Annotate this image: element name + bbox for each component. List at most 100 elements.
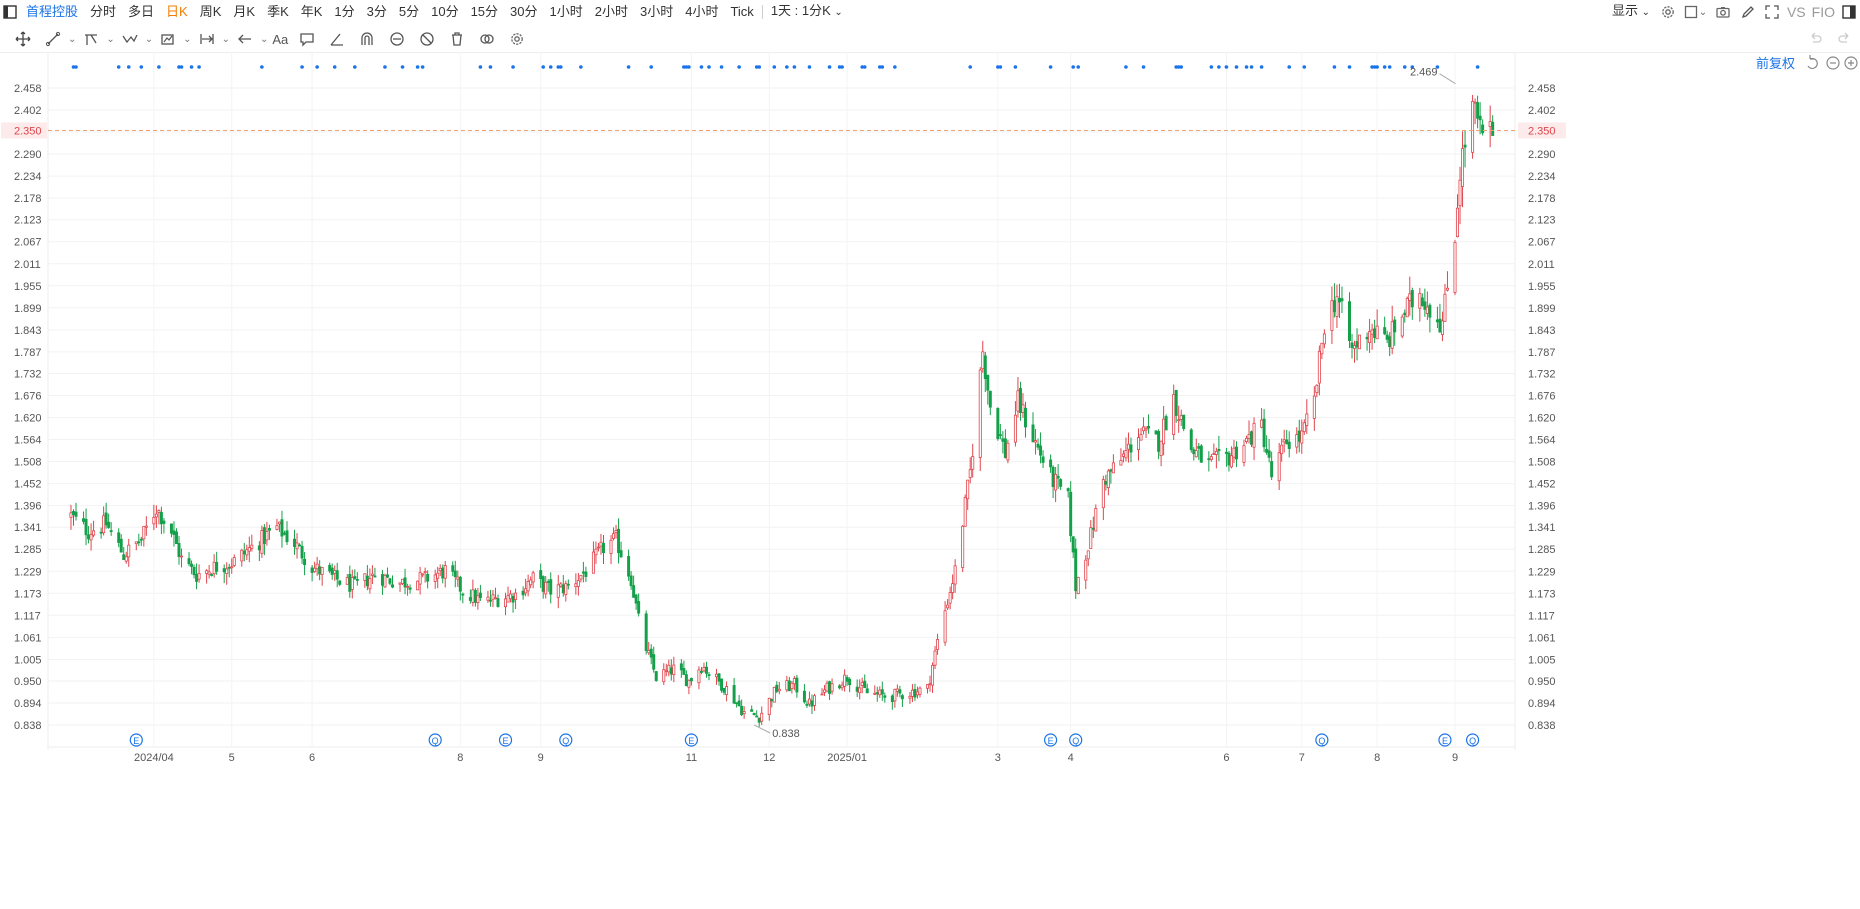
- candle-body: [398, 582, 402, 585]
- candle-up: [102, 506, 106, 536]
- lock-drawing-icon[interactable]: [382, 27, 412, 51]
- candle-down: [880, 681, 884, 701]
- candle-down: [1154, 430, 1158, 435]
- candle-body: [1039, 445, 1043, 456]
- candle-body: [1227, 452, 1231, 466]
- tab-1小时[interactable]: 1小时: [549, 4, 583, 19]
- candle-body: [926, 684, 930, 689]
- fullscreen-icon[interactable]: [1760, 0, 1784, 24]
- tab-季K[interactable]: 季K: [267, 4, 289, 19]
- event-letter: Q: [562, 736, 569, 746]
- chevron-down-icon[interactable]: ⌄: [68, 33, 77, 45]
- candle-body: [1074, 548, 1078, 592]
- candle-body: [109, 530, 113, 532]
- tab-30分[interactable]: 30分: [510, 4, 538, 19]
- panel-toggle-icon[interactable]: [1838, 0, 1860, 24]
- chevron-down-icon[interactable]: ⌄: [144, 33, 154, 45]
- tab-分时[interactable]: 分时: [90, 4, 117, 19]
- undo-icon[interactable]: [1800, 27, 1830, 51]
- measure-tool-icon[interactable]: [153, 27, 183, 51]
- candle-up: [1076, 576, 1080, 595]
- redo-icon[interactable]: [1830, 27, 1860, 51]
- tab-周K[interactable]: 周K: [199, 4, 222, 19]
- zoom-in-icon[interactable]: [1844, 56, 1858, 70]
- candle-body: [451, 565, 455, 572]
- candle-body: [948, 592, 952, 604]
- tab-Tick[interactable]: Tick: [730, 4, 754, 19]
- candle-body: [1197, 446, 1201, 449]
- tab-年K[interactable]: 年K: [300, 4, 323, 19]
- camera-icon[interactable]: [1710, 0, 1736, 24]
- tab-5分[interactable]: 5分: [398, 4, 420, 19]
- tab-日K[interactable]: 日K: [166, 4, 188, 19]
- candle-up: [807, 691, 811, 707]
- candle-down: [137, 533, 141, 547]
- y-tick-label: 2.011: [1528, 259, 1555, 271]
- y-tick-label: 1.508: [1528, 457, 1556, 469]
- angle-tool-icon[interactable]: [322, 27, 352, 51]
- candle-up: [1111, 454, 1115, 474]
- compare-icon[interactable]: [472, 27, 502, 51]
- tab-1分[interactable]: 1分: [334, 4, 355, 19]
- tab-月K[interactable]: 月K: [233, 4, 256, 19]
- candle-up: [1358, 334, 1362, 350]
- candle-body: [966, 479, 970, 500]
- tab-10分[interactable]: 10分: [431, 4, 459, 19]
- f10-button[interactable]: FIO: [1811, 4, 1835, 20]
- tab-3分[interactable]: 3分: [366, 4, 387, 19]
- candle-up: [1400, 314, 1404, 339]
- y-tick-label: 0.894: [14, 698, 42, 710]
- layout-square-icon[interactable]: ⌄: [1680, 0, 1710, 24]
- candle-up: [1390, 305, 1394, 355]
- hide-drawing-icon[interactable]: [412, 27, 442, 51]
- event-letter: Q: [1072, 736, 1079, 746]
- tab-3小时[interactable]: 3小时: [639, 4, 674, 19]
- period-selector[interactable]: 1天 : 1分K ⌄: [765, 0, 849, 25]
- display-menu[interactable]: 显示 ⌄: [1606, 0, 1656, 25]
- y-tick-label: 1.843: [14, 325, 42, 337]
- trend-line-icon[interactable]: [38, 27, 68, 51]
- tab-2小时[interactable]: 2小时: [594, 4, 628, 19]
- tab-多日[interactable]: 多日: [128, 4, 155, 19]
- gear-icon[interactable]: [1656, 0, 1680, 24]
- zoom-out-icon[interactable]: [1826, 56, 1840, 70]
- wave-tool-icon[interactable]: [115, 27, 145, 51]
- candle-body: [433, 574, 437, 582]
- move-icon[interactable]: [8, 27, 38, 51]
- y-tick-label: 1.285: [1528, 544, 1556, 556]
- trash-icon[interactable]: [442, 27, 472, 51]
- chevron-down-icon[interactable]: ⌄: [183, 33, 192, 45]
- y-tick-label: 1.564: [1528, 435, 1556, 447]
- stock-name[interactable]: 首程控股: [26, 4, 79, 19]
- range-tool-icon[interactable]: [192, 27, 222, 51]
- candle-up: [591, 541, 595, 574]
- x-tick-label: 7: [1299, 752, 1305, 764]
- candle-body: [159, 512, 163, 525]
- earnings-event-marker: E: [498, 733, 513, 747]
- chevron-down-icon[interactable]: ⌄: [106, 33, 115, 45]
- tab-15分[interactable]: 15分: [470, 4, 499, 19]
- adjust-button[interactable]: 前复权: [1756, 56, 1795, 71]
- candle-body: [1036, 443, 1040, 448]
- chevron-down-icon[interactable]: ⌄: [221, 33, 230, 45]
- chevron-down-icon[interactable]: ⌄: [259, 33, 269, 45]
- comment-icon[interactable]: [292, 27, 322, 51]
- candle-body: [1400, 316, 1404, 337]
- kline-chart[interactable]: 2.4582.4022.3462.2902.2342.1782.1232.067…: [0, 52, 1860, 909]
- max-price-label: 2.469: [1410, 67, 1438, 79]
- tab-4小时[interactable]: 4小时: [685, 4, 719, 19]
- pencil-icon[interactable]: [1736, 0, 1760, 24]
- vs-button[interactable]: VS: [1786, 4, 1806, 20]
- candle-up: [1101, 475, 1105, 521]
- arrow-tool-icon[interactable]: [230, 27, 260, 51]
- magnet-icon[interactable]: [352, 27, 382, 51]
- gear-icon[interactable]: [502, 27, 532, 51]
- channel-tool-icon[interactable]: [76, 27, 106, 51]
- candle-down: [453, 560, 457, 588]
- reset-view-icon[interactable]: [1807, 55, 1818, 70]
- text-tool-button[interactable]: Aa: [272, 31, 289, 47]
- sidebar-toggle-icon[interactable]: [0, 0, 20, 24]
- candle-body: [634, 594, 638, 604]
- candle-body: [493, 597, 497, 600]
- candle-down: [1270, 451, 1274, 481]
